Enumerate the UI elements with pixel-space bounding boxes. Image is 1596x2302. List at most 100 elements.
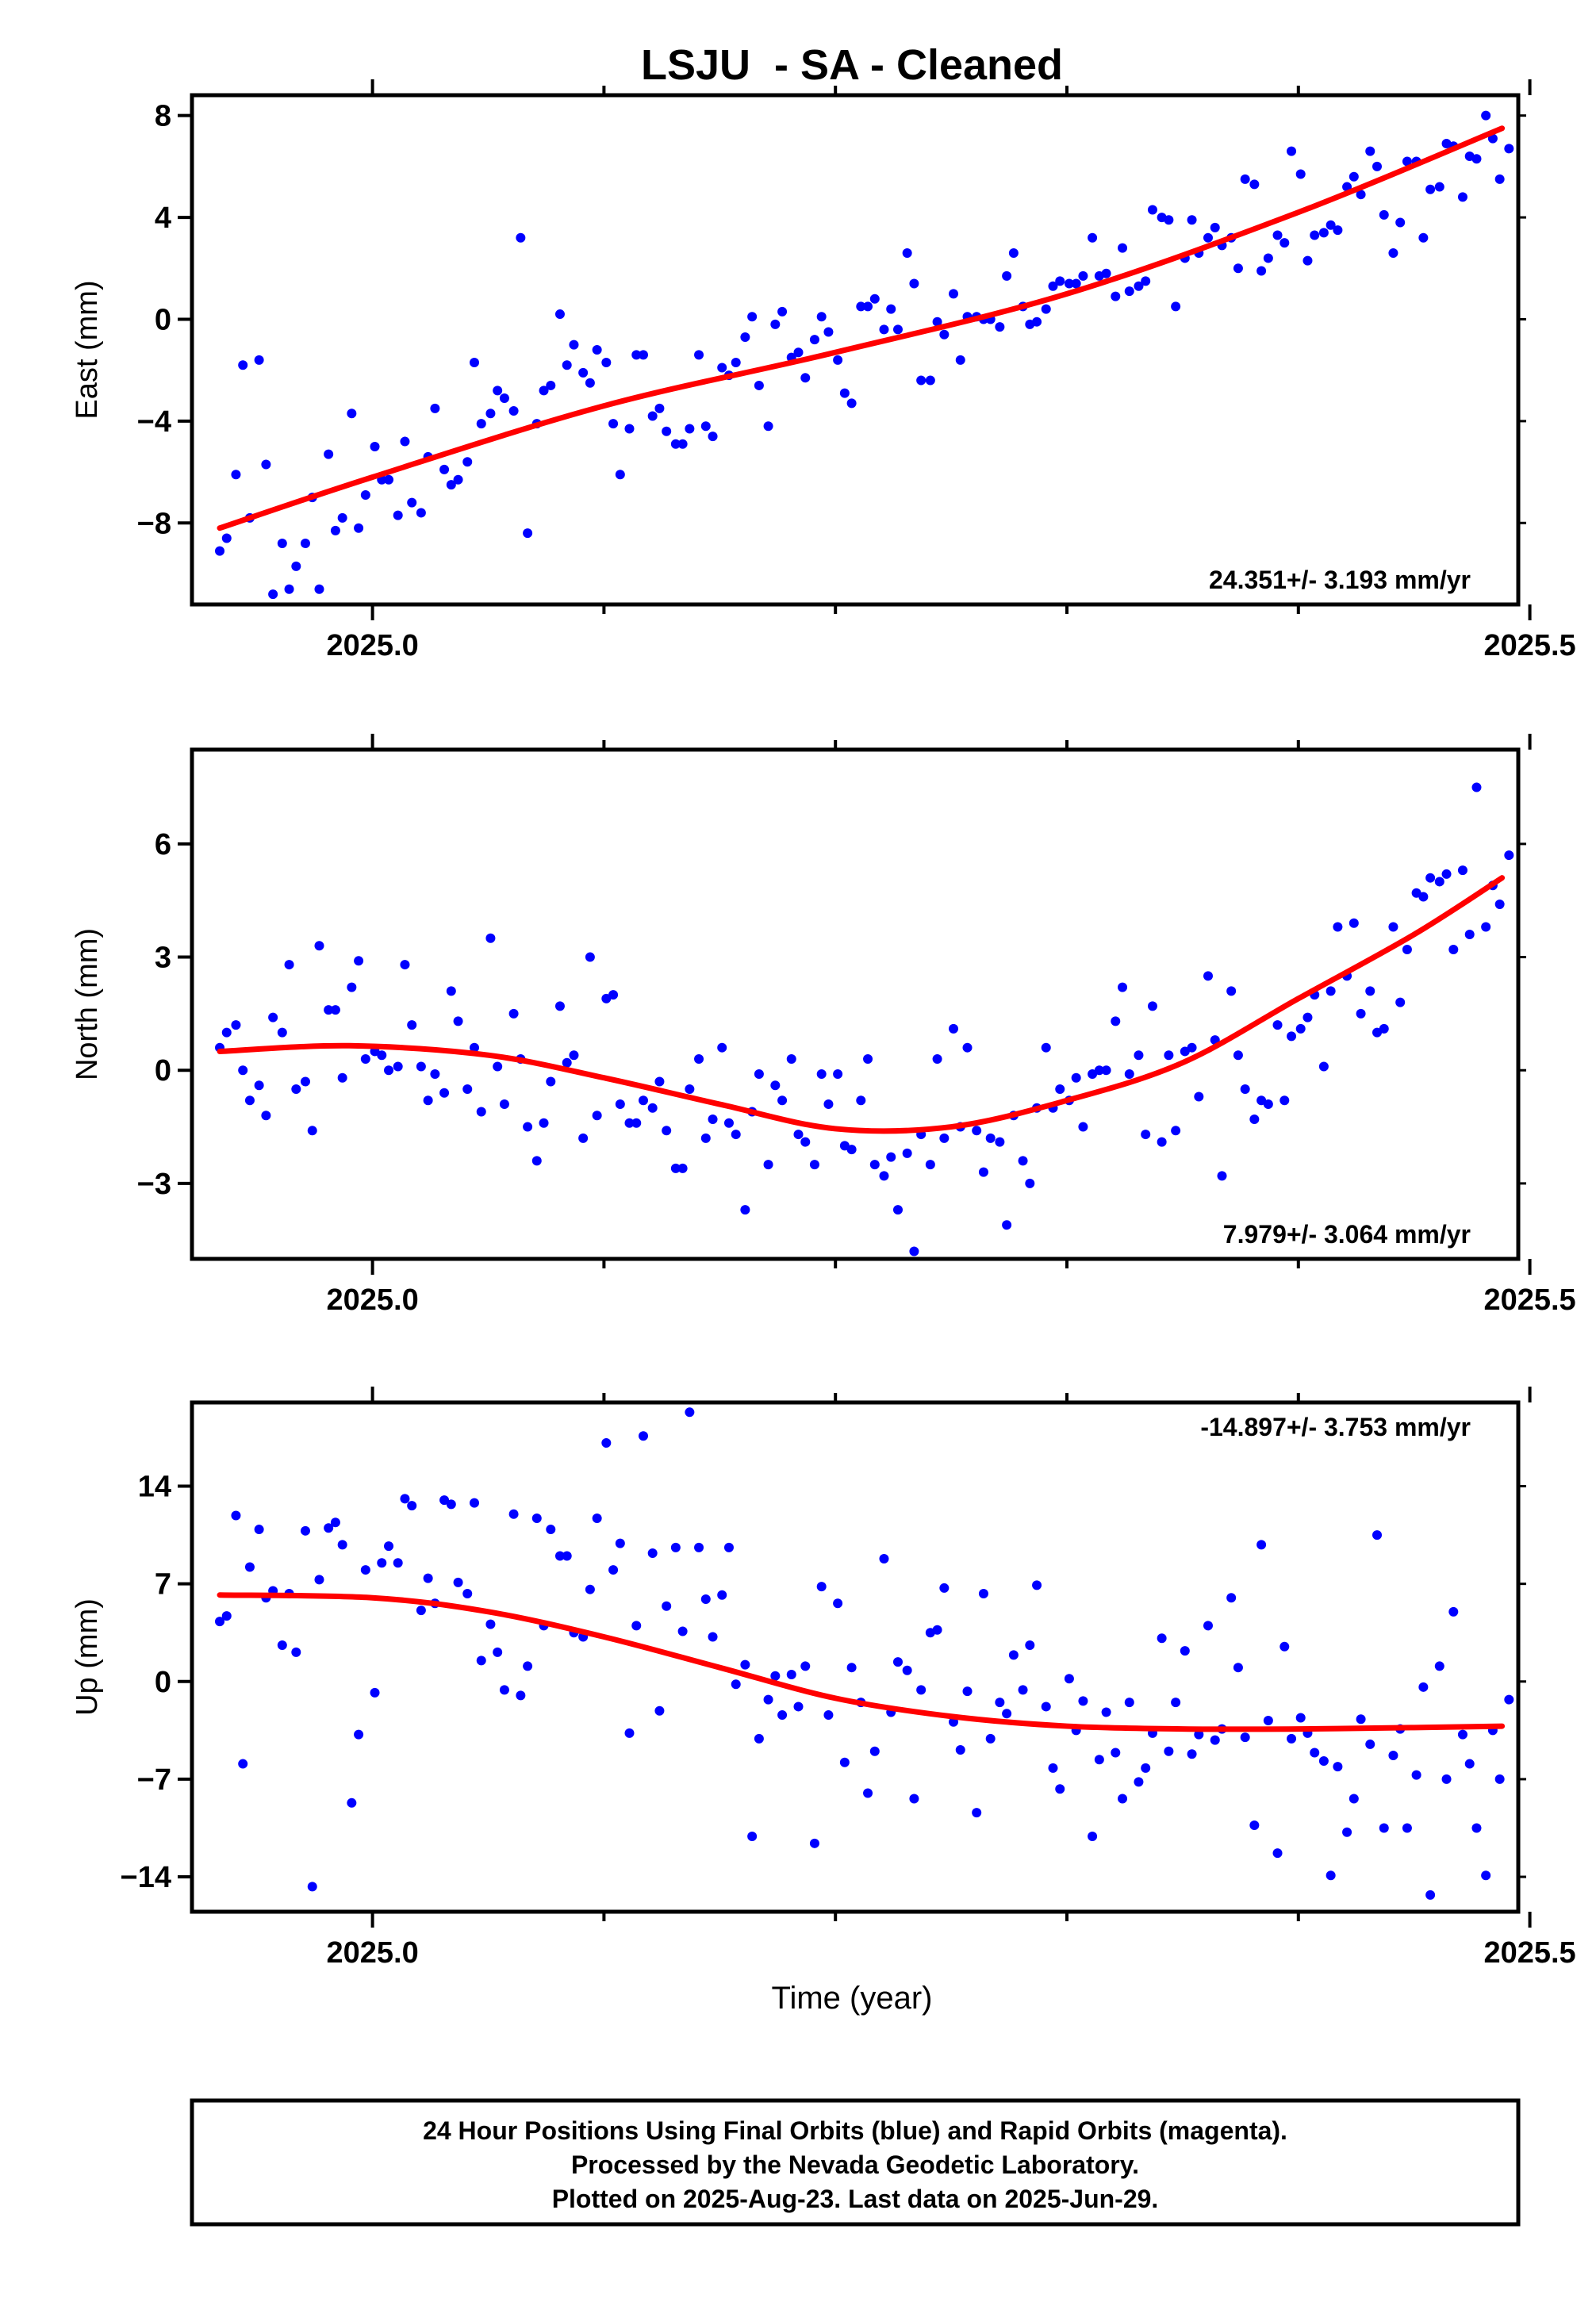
up-data-point — [592, 1513, 602, 1523]
up-data-point — [416, 1606, 426, 1616]
north-data-point — [949, 1023, 959, 1034]
east-data-point — [268, 589, 278, 600]
north-data-point — [1002, 1220, 1012, 1230]
east-data-point — [846, 398, 857, 409]
north-data-point — [446, 986, 456, 996]
north-data-point — [863, 1053, 873, 1064]
east-y-tick-label: 8 — [155, 100, 171, 133]
up-data-point — [1141, 1763, 1151, 1773]
up-data-point — [1434, 1661, 1444, 1671]
up-data-point — [793, 1702, 804, 1712]
north-data-point — [694, 1053, 704, 1064]
up-y-tick-label: 0 — [155, 1666, 171, 1699]
east-data-point — [469, 358, 479, 368]
east-data-point — [1111, 291, 1121, 301]
north-data-point — [1180, 1046, 1190, 1057]
east-data-point — [569, 340, 579, 350]
east-data-point — [400, 436, 410, 447]
north-data-point — [407, 1020, 417, 1030]
up-data-point — [1111, 1748, 1121, 1758]
east-data-point — [677, 439, 688, 449]
north-data-point — [1101, 1065, 1111, 1076]
east-data-point — [1171, 301, 1181, 312]
up-data-point — [1249, 1820, 1260, 1830]
up-data-point — [300, 1525, 310, 1536]
east-data-point — [300, 538, 310, 548]
north-data-point — [624, 1118, 635, 1128]
up-data-point — [1263, 1716, 1273, 1726]
up-data-point — [1233, 1663, 1243, 1673]
footer-box: 24 Hour Positions Using Final Orbits (bl… — [190, 2098, 1521, 2227]
up-data-point — [608, 1565, 619, 1575]
north-data-point — [347, 982, 357, 992]
east-data-point — [1333, 225, 1343, 236]
up-rate-annotation: -14.897+/- 3.753 mm/yr — [1200, 1413, 1471, 1441]
east-y-tick-label: −8 — [137, 507, 171, 540]
north-data-point — [631, 1118, 642, 1128]
north-data-point — [493, 1061, 503, 1072]
north-data-point — [1134, 1050, 1144, 1061]
x-axis-label: Time (year) — [772, 1981, 933, 2016]
east-data-point — [1504, 144, 1514, 154]
north-data-point — [1471, 782, 1482, 792]
east-data-point — [670, 439, 681, 449]
north-data-point — [1318, 1061, 1329, 1072]
east-data-point — [1303, 255, 1313, 266]
up-data-point — [916, 1685, 927, 1695]
north-data-point — [740, 1205, 750, 1215]
east-data-point — [662, 426, 672, 436]
north-x-tick-label: 2025.0 — [326, 1283, 418, 1317]
up-data-point — [1134, 1777, 1144, 1787]
up-data-point — [909, 1794, 919, 1804]
east-data-point — [238, 360, 248, 370]
up-data-point — [1295, 1713, 1306, 1723]
north-y-axis-label: North (mm) — [71, 928, 104, 1080]
east-data-point — [1249, 179, 1260, 190]
east-data-points — [215, 110, 1514, 600]
up-data-point — [221, 1611, 232, 1621]
north-data-point — [377, 1050, 387, 1061]
east-data-point — [291, 561, 301, 571]
north-data-point — [1094, 1065, 1104, 1076]
east-data-point — [1041, 304, 1051, 314]
up-data-point — [493, 1647, 503, 1657]
east-data-point — [1481, 110, 1491, 121]
up-data-point — [1471, 1823, 1482, 1833]
up-data-point — [816, 1582, 827, 1592]
up-data-point — [939, 1583, 950, 1593]
north-data-point — [939, 1133, 950, 1143]
up-data-point — [1025, 1640, 1035, 1651]
north-fit-line — [217, 875, 1506, 1134]
north-data-point — [578, 1133, 589, 1143]
up-data-point — [1388, 1751, 1398, 1761]
up-data-point — [685, 1407, 695, 1418]
up-data-point — [499, 1685, 509, 1695]
up-data-point — [1048, 1763, 1058, 1773]
up-y-tick-label: −14 — [121, 1861, 171, 1894]
east-data-point — [1365, 146, 1375, 156]
east-data-point — [215, 546, 225, 556]
north-data-point — [592, 1111, 602, 1121]
up-data-point — [1088, 1832, 1098, 1842]
east-data-point — [284, 584, 294, 594]
north-data-point — [985, 1133, 996, 1143]
north-data-point — [1379, 1023, 1389, 1034]
north-data-point — [1279, 1095, 1290, 1106]
north-data-point — [569, 1050, 579, 1061]
east-data-point — [902, 248, 912, 259]
east-panel: 8 4 0 −4 −8 2025.0 2025.5 East (mm) 24.351+/- 3.… — [71, 79, 1576, 662]
up-data-point — [892, 1657, 903, 1667]
up-data-point — [863, 1788, 873, 1798]
north-data-point — [1018, 1156, 1028, 1166]
north-data-point — [244, 1095, 255, 1106]
north-data-point — [839, 1141, 850, 1151]
north-data-point — [1147, 1001, 1157, 1011]
east-data-point — [1425, 184, 1436, 194]
east-data-point — [654, 403, 665, 413]
north-data-point — [902, 1148, 912, 1158]
up-data-point — [523, 1661, 533, 1671]
up-data-point — [978, 1588, 988, 1598]
up-data-point — [1256, 1540, 1267, 1550]
north-data-point — [1402, 945, 1412, 955]
